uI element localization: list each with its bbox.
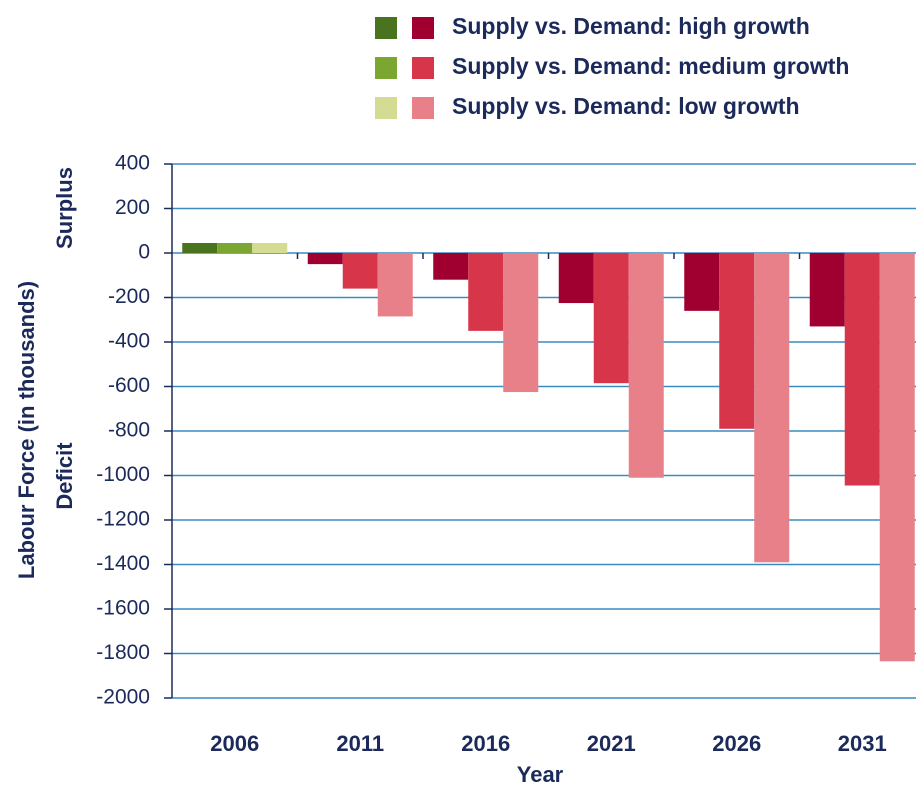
- bar: [684, 253, 720, 311]
- y-tick-label: 400: [115, 152, 150, 175]
- bar: [593, 253, 629, 384]
- bar: [307, 253, 343, 265]
- bar: [182, 242, 218, 253]
- bar: [844, 253, 880, 486]
- bar: [628, 253, 664, 478]
- x-tick-label: 2006: [210, 731, 259, 756]
- x-tick-label: 2011: [336, 731, 384, 756]
- y-tick-label: -1000: [96, 463, 150, 486]
- bar: [503, 253, 539, 393]
- y-tick-label: -2000: [96, 686, 150, 709]
- legend-swatch: [375, 17, 397, 39]
- x-tick-label: 2016: [461, 731, 510, 756]
- y-tick-label: -200: [108, 285, 150, 308]
- bar: [879, 253, 915, 662]
- bar: [433, 253, 469, 280]
- y-axis-title: Labour Force (in thousands): [14, 281, 39, 579]
- legend-label: Supply vs. Demand: low growth: [452, 93, 800, 119]
- y-annotation: Deficit: [52, 442, 77, 510]
- x-tick-label: 2021: [587, 731, 636, 756]
- y-annotation: Surplus: [52, 167, 77, 249]
- legend-swatch: [375, 97, 397, 119]
- y-tick-label: 0: [138, 241, 150, 264]
- y-tick-label: -1600: [96, 597, 150, 620]
- legend-swatch: [412, 97, 434, 119]
- bar: [809, 253, 845, 327]
- y-tick-label: -1200: [96, 508, 150, 531]
- bar: [468, 253, 504, 331]
- legend-label: Supply vs. Demand: medium growth: [452, 53, 849, 79]
- legend-swatch: [375, 57, 397, 79]
- legend-swatch: [412, 57, 434, 79]
- bar: [252, 242, 288, 253]
- x-tick-label: 2031: [838, 731, 887, 756]
- bar: [342, 253, 378, 289]
- y-tick-label: -800: [108, 419, 150, 442]
- y-tick-label: -1800: [96, 641, 150, 664]
- y-tick-label: -600: [108, 374, 150, 397]
- legend-label: Supply vs. Demand: high growth: [452, 13, 810, 39]
- bar: [754, 253, 790, 563]
- x-axis-title: Year: [517, 762, 564, 787]
- legend-swatch: [412, 17, 434, 39]
- bar: [217, 242, 253, 253]
- y-tick-label: 200: [115, 196, 150, 219]
- bar: [377, 253, 413, 317]
- y-tick-label: -400: [108, 330, 150, 353]
- y-tick-label: -1400: [96, 552, 150, 575]
- bar: [558, 253, 594, 304]
- bar: [719, 253, 755, 429]
- x-tick-label: 2026: [712, 731, 761, 756]
